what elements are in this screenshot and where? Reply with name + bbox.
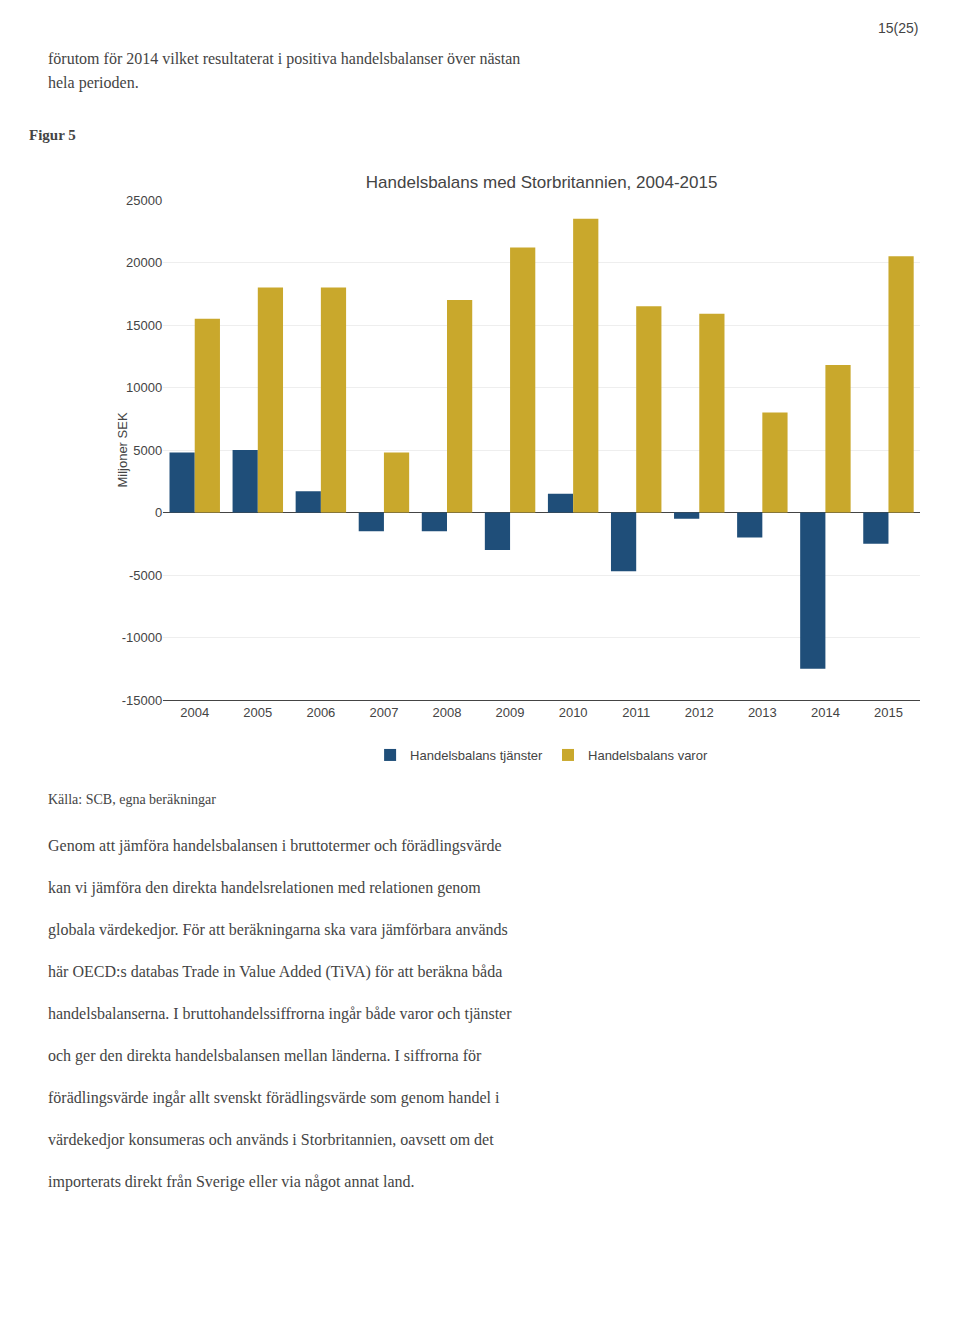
svg-text:2008: 2008 <box>433 705 462 720</box>
svg-text:15000: 15000 <box>126 318 162 333</box>
svg-text:2015: 2015 <box>874 705 903 720</box>
svg-text:2011: 2011 <box>622 705 650 720</box>
svg-text:hela perioden.: hela perioden. <box>48 74 139 92</box>
svg-text:25000: 25000 <box>126 193 162 208</box>
svg-text:Handelsbalans varor: Handelsbalans varor <box>588 748 708 763</box>
svg-text:15(25): 15(25) <box>878 20 918 36</box>
svg-text:förutom för 2014 vilket result: förutom för 2014 vilket resultaterat i p… <box>48 50 520 68</box>
svg-text:5000: 5000 <box>133 443 162 458</box>
svg-text:här OECD:s databas Trade in Va: här OECD:s databas Trade in Value Added … <box>48 963 502 981</box>
svg-text:förädlingsvärde ingår allt sve: förädlingsvärde ingår allt svenskt föräd… <box>48 1089 500 1107</box>
svg-text:2012: 2012 <box>685 705 714 720</box>
svg-text:2007: 2007 <box>369 705 398 720</box>
svg-text:Genom att jämföra handelsbalan: Genom att jämföra handelsbalansen i brut… <box>48 837 502 855</box>
svg-text:10000: 10000 <box>126 380 162 395</box>
svg-text:2009: 2009 <box>496 705 525 720</box>
svg-text:2005: 2005 <box>243 705 272 720</box>
svg-text:importerats direkt från Sverig: importerats direkt från Sverige eller vi… <box>48 1173 415 1191</box>
svg-text:Handelsbalans tjänster: Handelsbalans tjänster <box>410 748 543 763</box>
svg-text:2006: 2006 <box>306 705 335 720</box>
svg-text:kan vi jämföra den direkta han: kan vi jämföra den direkta handelsrelati… <box>48 879 481 897</box>
svg-text:Miljoner SEK: Miljoner SEK <box>115 412 130 487</box>
svg-text:-10000: -10000 <box>122 630 162 645</box>
svg-text:Handelsbalans med Storbritanni: Handelsbalans med Storbritannien, 2004-2… <box>366 173 718 192</box>
svg-text:20000: 20000 <box>126 255 162 270</box>
svg-text:2010: 2010 <box>559 705 588 720</box>
svg-text:2014: 2014 <box>811 705 840 720</box>
svg-text:Källa: SCB, egna beräkningar: Källa: SCB, egna beräkningar <box>48 792 216 807</box>
svg-text:Figur 5: Figur 5 <box>29 127 76 143</box>
svg-text:-15000: -15000 <box>122 693 162 708</box>
svg-text:0: 0 <box>155 505 162 520</box>
svg-text:och ger den direkta handelsbal: och ger den direkta handelsbalansen mell… <box>48 1047 482 1065</box>
svg-text:värdekedjor konsumeras och anv: värdekedjor konsumeras och används i Sto… <box>48 1131 494 1149</box>
svg-text:globala värdekedjor. För att b: globala värdekedjor. För att beräkningar… <box>48 921 508 939</box>
svg-text:2013: 2013 <box>748 705 777 720</box>
svg-text:-5000: -5000 <box>129 568 162 583</box>
svg-text:handelsbalanserna. I bruttohan: handelsbalanserna. I bruttohandelssiffro… <box>48 1005 512 1023</box>
svg-text:2004: 2004 <box>180 705 209 720</box>
